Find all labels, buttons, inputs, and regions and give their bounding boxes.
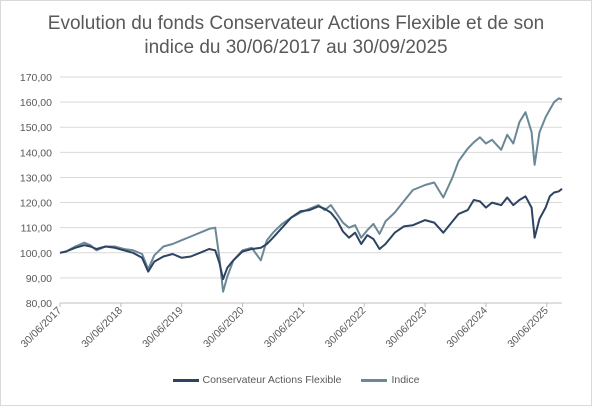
x-tick-label: 30/06/2025 [505, 305, 551, 351]
x-tick-label: 30/06/2021 [262, 305, 308, 351]
y-tick-label: 140,00 [20, 147, 52, 159]
chart-title: Evolution du fonds Conservateur Actions … [0, 12, 592, 60]
y-tick-label: 160,00 [20, 97, 52, 109]
legend-label-index: Indice [391, 374, 420, 386]
y-tick-label: 130,00 [20, 172, 52, 184]
legend-swatch-index [361, 378, 388, 382]
legend-item-fund: Conservateur Actions Flexible [172, 374, 342, 386]
chart-title-line-1: Evolution du fonds Conservateur Actions … [47, 13, 545, 34]
series-lines [59, 97, 563, 293]
gridlines [60, 76, 562, 304]
y-tick-label: 150,00 [20, 122, 52, 134]
y-tick-label: 90,00 [26, 273, 52, 285]
x-tick-label: 30/06/2018 [79, 305, 125, 351]
y-tick-label: 120,00 [20, 198, 52, 210]
y-axis: 80,00 90,00 100,00 110,00 120,00 130,00 140,00… [20, 72, 52, 310]
x-axis: 30/06/2017 30/06/2018 30/06/2019 30/06/2020… [18, 302, 562, 351]
x-tick-label: 30/06/2019 [140, 305, 186, 351]
series-line-fund [59, 187, 563, 281]
chart-title-line-2: indice du 30/06/2017 au 30/09/2025 [144, 37, 448, 58]
y-tick-label: 110,00 [21, 223, 52, 235]
x-tick-label: 30/06/2020 [201, 305, 247, 351]
legend: Conservateur Actions Flexible Indice [0, 374, 592, 386]
series-line-index [59, 97, 563, 293]
y-tick-label: 100,00 [20, 248, 52, 260]
y-tick-label: 170,00 [20, 72, 52, 84]
y-tick-label: 80,00 [26, 298, 52, 310]
legend-item-index: Indice [361, 374, 419, 386]
x-tick-label: 30/06/2024 [444, 305, 490, 351]
x-tick-label: 30/06/2023 [384, 305, 430, 351]
x-tick-label: 30/06/2022 [323, 305, 369, 351]
legend-swatch-fund [172, 378, 199, 382]
x-tick-label: 30/06/2017 [18, 305, 64, 351]
legend-label-fund: Conservateur Actions Flexible [202, 374, 342, 386]
